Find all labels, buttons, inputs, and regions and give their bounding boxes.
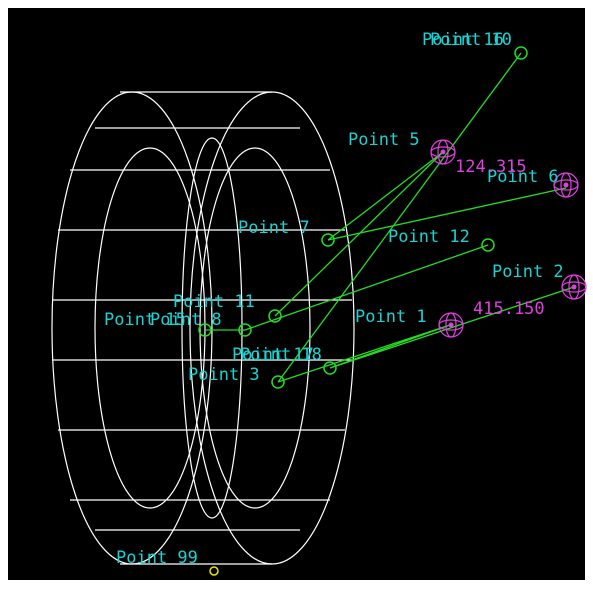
wire [52, 91, 352, 565]
sphere-center [563, 182, 569, 188]
viewport-background [8, 8, 585, 580]
sphere-center [440, 149, 446, 155]
wire [181, 137, 243, 519]
point-marker [321, 233, 335, 247]
connections [205, 52, 575, 383]
point-label: Point 18 [240, 345, 322, 365]
point-label: Point 11 [173, 292, 255, 312]
sphere [568, 274, 580, 300]
sphere [561, 281, 587, 293]
point-marker [481, 238, 495, 252]
dimension-label: 124.315 [455, 157, 527, 177]
sphere [437, 139, 449, 165]
sphere-center [571, 284, 577, 290]
connection-line [205, 52, 575, 383]
point-label: Point 10 [430, 30, 512, 50]
point-label: Point 17 [232, 345, 314, 365]
point-label: Point 3 [188, 365, 260, 385]
sphere [553, 179, 579, 191]
sphere [430, 146, 456, 158]
sphere [560, 172, 572, 198]
point-marker [268, 309, 282, 323]
point-marker [209, 566, 219, 576]
point-marker [271, 375, 285, 389]
point-label: Point 1 [355, 307, 427, 327]
point-label: Point 7 [238, 218, 310, 238]
point-marker [514, 46, 528, 60]
sphere [438, 319, 464, 331]
point-label: Point 15 [104, 310, 186, 330]
point-marker [238, 323, 252, 337]
point-marker [323, 361, 337, 375]
wire [94, 147, 206, 509]
tire-wireframe [51, 91, 355, 565]
dimension-label: 415.150 [473, 299, 545, 319]
point-label: Point 6 [487, 167, 559, 187]
point-label: Point 5 [348, 130, 420, 150]
point-label: Point 2 [492, 262, 564, 282]
point-label: Point 12 [388, 227, 470, 247]
point-marker [198, 323, 212, 337]
point-label: Point 99 [116, 548, 198, 568]
sphere-center [448, 322, 454, 328]
point-label: Point 16 [422, 30, 504, 50]
sphere [445, 312, 457, 338]
point-label: Point 8 [150, 310, 222, 330]
